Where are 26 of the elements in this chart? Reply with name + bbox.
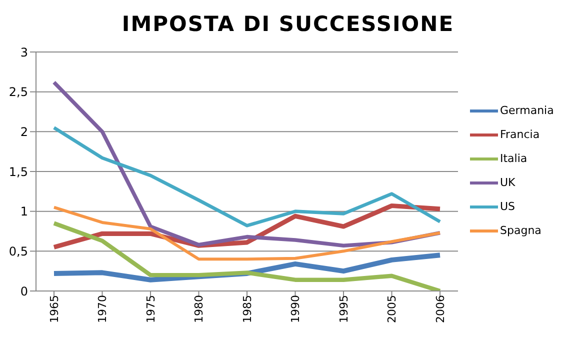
x-tick-label: 2006	[434, 295, 447, 323]
x-tick-label: 1990	[289, 295, 302, 323]
x-tick-label: 1965	[48, 295, 61, 323]
legend-label: US	[500, 200, 516, 213]
line-series	[52, 221, 442, 291]
y-tick-label: 0	[20, 284, 28, 298]
legend-label: Germania	[500, 104, 554, 117]
line-series	[52, 206, 442, 261]
x-tick-label: 1985	[240, 295, 254, 323]
x-tick-label: 1980	[192, 295, 206, 323]
x-tick-label: 1970	[96, 295, 110, 323]
y-tick-label: 2,5	[8, 85, 28, 100]
y-tick-label: 1	[20, 204, 28, 219]
legend-label: UK	[500, 176, 516, 189]
x-tick-label: 2005	[386, 295, 399, 323]
chart-title: IMPOSTA DI SUCCESSIONE	[120, 12, 456, 36]
y-tick-label: 3	[20, 45, 28, 60]
y-tick-label: 0,5	[8, 244, 28, 258]
y-tick-label: 1,5	[8, 164, 28, 179]
legend-label: Italia	[500, 152, 528, 165]
legend-label: Spagna	[500, 224, 542, 237]
x-tick-label: 1995	[337, 295, 350, 323]
x-tick-label: 1975	[144, 295, 158, 323]
legend-label: Francia	[500, 128, 540, 141]
y-tick-label: 2	[20, 124, 28, 139]
line-series	[52, 126, 442, 228]
